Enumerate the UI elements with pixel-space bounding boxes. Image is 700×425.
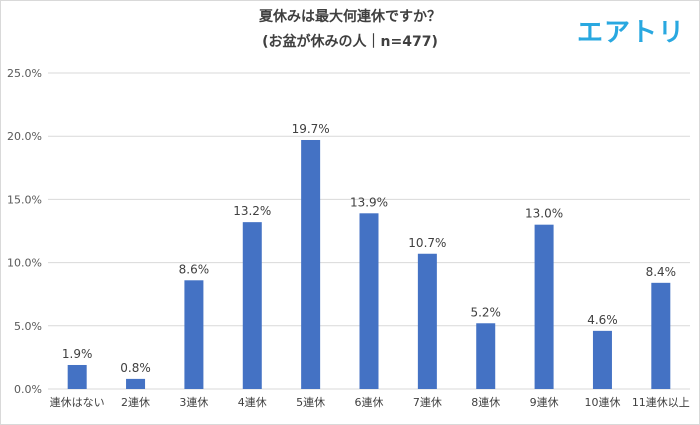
y-tick-label: 20.0% [7,130,42,143]
bar [67,364,87,389]
bar [476,323,496,389]
data-label: 13.2% [233,204,271,218]
bar [301,139,321,389]
x-tick-label: 11連休以上 [632,395,690,409]
data-label: 5.2% [470,305,501,319]
x-tick-label: 10連休 [584,395,620,409]
bar [242,222,262,389]
bar [417,253,437,389]
bar [359,213,379,389]
bar [651,282,671,389]
bar [592,330,612,389]
chart-subtitle: (お盆が休みの人｜n=477) [262,34,438,50]
y-tick-label: 10.0% [7,257,42,270]
bar [184,280,204,389]
data-label: 4.6% [587,313,618,327]
data-label: 19.7% [292,122,330,136]
data-label: 8.4% [646,265,677,279]
chart-title: 夏休みは最大何連休ですか？ [259,9,441,25]
bar [534,224,554,389]
y-tick-label: 15.0% [7,193,42,206]
x-tick-label: 7連休 [413,395,442,409]
y-tick-label: 25.0% [7,67,42,80]
data-label: 0.8% [120,361,151,375]
bar [126,378,146,389]
data-label: 13.0% [525,207,563,221]
x-tick-label: 4連休 [238,395,267,409]
data-label: 13.9% [350,195,388,209]
data-label: 1.9% [62,347,93,361]
x-tick-label: 2連休 [121,395,150,409]
y-tick-label: 5.0% [14,320,42,333]
x-tick-label: 8連休 [471,395,500,409]
data-label: 8.6% [179,262,210,276]
y-tick-label: 0.0% [14,383,42,396]
x-tick-label: 5連休 [296,395,325,409]
x-tick-label: 連休はない [50,395,105,409]
x-tick-label: 9連休 [530,395,559,409]
brand-logo: エアトリ [577,18,686,48]
x-tick-label: 6連休 [355,395,384,409]
data-label: 10.7% [408,236,446,250]
x-tick-label: 3連休 [179,395,208,409]
